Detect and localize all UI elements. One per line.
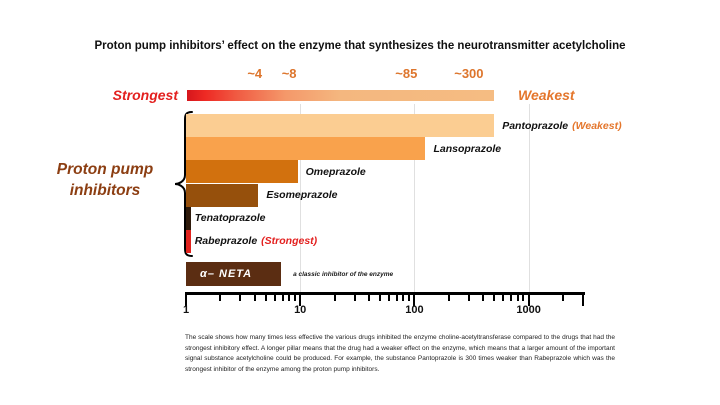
bar-drug-name: Pantoprazole bbox=[502, 119, 569, 132]
bar-drug-name: Esomeprazole bbox=[266, 189, 338, 202]
axis-minor-tick bbox=[264, 292, 267, 301]
bar-label: Rabeprazole (Strongest) bbox=[195, 230, 317, 253]
axis-minor-tick bbox=[281, 292, 284, 301]
axis-minor-tick bbox=[333, 292, 336, 301]
axis-minor-tick bbox=[402, 292, 405, 301]
chart-caption: The scale shows how many times less effe… bbox=[185, 334, 615, 373]
axis-minor-tick bbox=[353, 292, 356, 301]
axis-minor-tick bbox=[219, 292, 222, 301]
bar-annotation: (Strongest) bbox=[261, 235, 318, 248]
bar-inner-label: α– NETA bbox=[200, 268, 253, 280]
bar-rabeprazole bbox=[186, 229, 191, 253]
bar-esomeprazole bbox=[186, 183, 259, 207]
axis-minor-tick bbox=[273, 292, 276, 301]
axis-minor-tick bbox=[482, 292, 485, 301]
axis-major-tick bbox=[413, 292, 416, 306]
strength-gradient-bar bbox=[187, 90, 494, 101]
axis-major-tick bbox=[299, 292, 302, 306]
axis-minor-tick bbox=[288, 292, 291, 301]
axis-minor-tick bbox=[239, 292, 242, 301]
bar-drug-name: Tenatoprazole bbox=[194, 212, 266, 225]
axis-minor-tick bbox=[502, 292, 505, 301]
bar-drug-name: Omeprazole bbox=[305, 165, 366, 178]
bar-drug-name: Lansoprazole bbox=[433, 142, 502, 155]
bar-neta: α– NETA bbox=[186, 262, 282, 286]
decade-gridline bbox=[528, 104, 530, 292]
decade-gridline bbox=[300, 104, 302, 292]
approx-value-label: ~85 bbox=[395, 66, 418, 81]
bar-label: Pantoprazole (Weakest) bbox=[502, 114, 621, 137]
approx-value-label: ~300 bbox=[454, 66, 484, 81]
bar-label: Tenatoprazole bbox=[195, 207, 266, 230]
axis-tick-label: 10 bbox=[294, 304, 307, 316]
bar-drug-name: Rabeprazole bbox=[194, 235, 258, 248]
axis-minor-tick bbox=[493, 292, 496, 301]
axis-major-tick bbox=[582, 292, 585, 306]
axis-tick-label: 1 bbox=[182, 304, 190, 316]
approx-value-label: ~4 bbox=[247, 66, 263, 81]
axis-minor-tick bbox=[293, 292, 296, 301]
weakest-label: Weakest bbox=[518, 87, 575, 103]
axis-minor-tick bbox=[388, 292, 391, 301]
bar-note: a classic inhibitor of the enzyme bbox=[293, 270, 394, 278]
axis-minor-tick bbox=[395, 292, 398, 301]
axis-minor-tick bbox=[379, 292, 382, 301]
bar-label: Lansoprazole bbox=[433, 137, 501, 160]
group-brace bbox=[174, 111, 193, 257]
axis-minor-tick bbox=[447, 292, 450, 301]
bar-label: Esomeprazole bbox=[266, 184, 337, 207]
x-axis-line bbox=[186, 292, 585, 295]
axis-tick-label: 100 bbox=[405, 304, 424, 316]
axis-major-tick bbox=[185, 292, 187, 306]
axis-major-tick bbox=[527, 292, 530, 306]
decade-gridline bbox=[414, 104, 416, 292]
axis-minor-tick bbox=[509, 292, 512, 301]
bar-annotation: (Weakest) bbox=[572, 119, 622, 132]
strongest-label: Strongest bbox=[112, 87, 178, 103]
axis-minor-tick bbox=[522, 292, 525, 301]
axis-minor-tick bbox=[467, 292, 470, 301]
axis-minor-tick bbox=[516, 292, 519, 301]
bar-label: Omeprazole bbox=[306, 160, 366, 183]
group-label-proton-pump-inhibitors: Proton pump inhibitors bbox=[56, 161, 154, 199]
axis-minor-tick bbox=[367, 292, 370, 301]
bar-lansoprazole bbox=[186, 137, 426, 161]
axis-tick-label: 1000 bbox=[516, 304, 541, 316]
axis-minor-tick bbox=[408, 292, 411, 301]
approx-value-label: ~8 bbox=[281, 66, 297, 81]
bar-tenatoprazole bbox=[186, 206, 191, 230]
bar-pantoprazole bbox=[186, 114, 495, 138]
axis-minor-tick bbox=[253, 292, 256, 301]
chart-title: Proton pump inhibitors’ effect on the en… bbox=[94, 40, 626, 52]
bar-omeprazole bbox=[186, 160, 298, 184]
axis-minor-tick bbox=[561, 292, 564, 301]
